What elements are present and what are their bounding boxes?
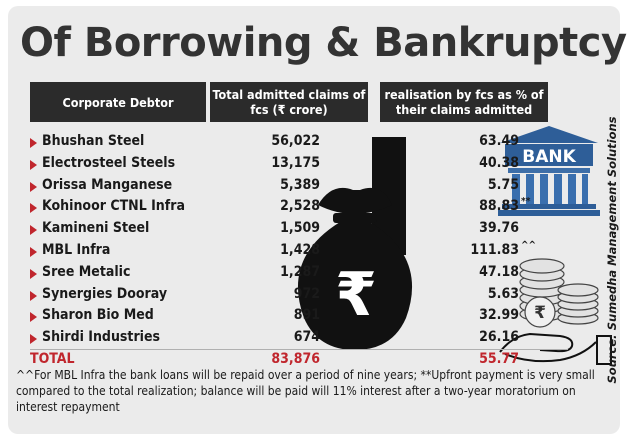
hand-icon <box>499 332 612 365</box>
realisation-value: 5.75 <box>487 176 519 193</box>
realisation-value: 26.16 <box>479 329 519 346</box>
debtor-name: Sharon Bio Med <box>42 307 154 324</box>
bullet-triangle-icon <box>30 203 37 214</box>
column-header-debtor: Corporate Debtor <box>30 82 206 122</box>
debtor-name: MBL Infra <box>42 241 111 258</box>
table-row: Sree Metalic 1,287 47.18 <box>30 261 570 283</box>
bullet-triangle-icon <box>30 159 37 170</box>
bank-label: BANK <box>522 147 576 167</box>
debtor-name: Kamineni Steel <box>42 220 150 237</box>
claims-value: 674 <box>293 329 320 346</box>
rupee-symbol: ₹ <box>335 260 377 330</box>
source-credit: Source: Sumedha Management Solutions <box>605 116 619 384</box>
footnote: ^^For MBL Infra the bank loans will be r… <box>16 368 595 414</box>
bullet-triangle-icon <box>30 290 37 301</box>
table-row: Kamineni Steel 1,509 39.76 <box>30 217 570 239</box>
realisation-value: 39.76 <box>479 220 519 237</box>
debtor-name: Synergies Dooray <box>42 285 168 302</box>
total-claims: 83,876 <box>271 350 320 367</box>
table-row: Shirdi Industries 674 26.16 <box>30 326 570 348</box>
bank-building-icon: BANK <box>498 126 600 216</box>
bullet-triangle-icon <box>30 181 37 192</box>
bullet-triangle-icon <box>30 312 37 323</box>
divider <box>30 349 568 350</box>
bullet-triangle-icon <box>30 268 37 279</box>
table-row: Synergies Dooray 972 5.63 <box>30 283 570 305</box>
panel <box>8 6 620 434</box>
table-row: Sharon Bio Med 891 32.99 <box>30 304 570 326</box>
table-row: Electrosteel Steels 13,175 40.38 <box>30 152 570 174</box>
claims-value: 56,022 <box>271 133 320 149</box>
claims-value: 13,175 <box>271 154 320 171</box>
claims-value: 1,428 <box>280 241 320 258</box>
table-row: Kohinoor CTNL Infra 2,528 88.83 ** <box>30 195 570 217</box>
coin-stack-icon: ₹ <box>519 258 599 328</box>
debtor-name: Sree Metalic <box>42 263 131 280</box>
realisation-value: 111.83 <box>470 241 519 258</box>
claims-value: 972 <box>293 285 320 302</box>
footnote-mark: ** <box>521 196 531 208</box>
total-label: TOTAL <box>30 350 75 367</box>
realisation-value: 5.63 <box>487 285 519 302</box>
realisation-value: 32.99 <box>479 307 519 324</box>
column-header-claims: Total admitted claims of fcs (₹ crore) <box>210 82 368 122</box>
debtor-name: Orissa Manganese <box>42 176 173 193</box>
debtor-name: Shirdi Industries <box>42 329 161 346</box>
footnote-mark: ^^ <box>521 239 537 251</box>
claims-value: 2,528 <box>280 198 320 215</box>
table-row: MBL Infra 1,428 111.83 ^^ <box>30 239 570 261</box>
table-row: Orissa Manganese 5,389 5.75 <box>30 174 570 196</box>
claims-value: 1,509 <box>280 220 320 237</box>
debtor-table: Bhushan Steel 56,022 63.49 Electrosteel … <box>30 130 570 370</box>
coin-rupee-symbol: ₹ <box>534 303 546 323</box>
bullet-triangle-icon <box>30 246 37 257</box>
realisation-value: 40.38 <box>479 154 519 171</box>
claims-value: 1,287 <box>280 263 320 280</box>
realisation-value: 47.18 <box>479 263 519 280</box>
bullet-triangle-icon <box>30 138 37 148</box>
total-realisation: 55.77 <box>479 350 519 367</box>
page-title: Of Borrowing & Bankruptcy <box>20 20 627 66</box>
claims-value: 5,389 <box>280 176 320 193</box>
money-bag-icon: ₹ <box>297 137 413 350</box>
claims-value: 891 <box>293 307 320 324</box>
debtor-name: Kohinoor CTNL Infra <box>42 198 185 215</box>
bullet-triangle-icon <box>30 225 37 236</box>
bullet-triangle-icon <box>30 334 37 345</box>
realisation-value: 63.49 <box>479 133 519 149</box>
debtor-name: Electrosteel Steels <box>42 154 176 171</box>
debtor-name: Bhushan Steel <box>42 133 145 149</box>
column-header-realisation: realisation by fcs as % of their claims … <box>380 82 548 122</box>
table-row: Bhushan Steel 56,022 63.49 <box>30 130 570 152</box>
total-row: TOTAL 83,876 55.77 <box>30 348 570 370</box>
realisation-value: 88.83 <box>479 198 519 215</box>
